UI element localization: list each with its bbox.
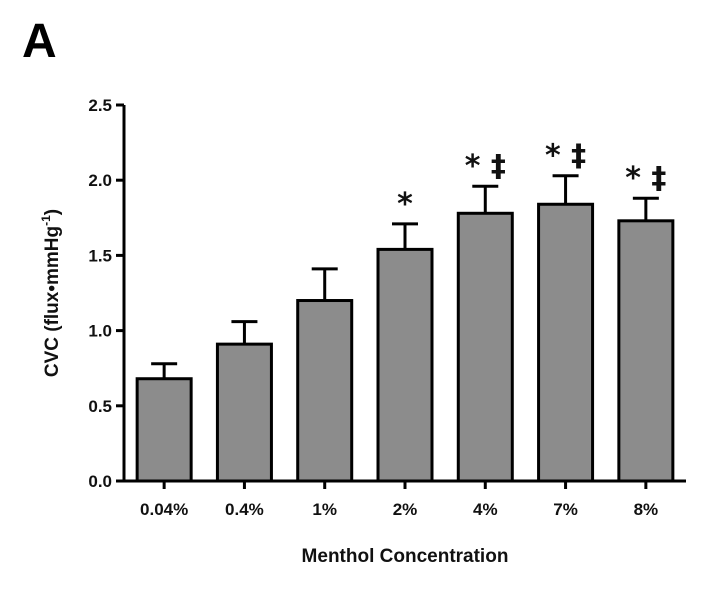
bar (456, 211, 514, 483)
y-axis-title-close: ) (42, 209, 63, 215)
significance-marker: * ‡ (465, 149, 506, 184)
y-tick-label: 0.0 (88, 472, 112, 491)
x-tick-label: 4% (473, 500, 498, 519)
y-tick-label: 0.5 (88, 397, 112, 416)
significance-marker: * ‡ (625, 161, 666, 196)
x-tick-label: 2% (393, 500, 418, 519)
x-tick-label: 8% (634, 500, 659, 519)
x-tick-label: 0.04% (140, 500, 188, 519)
bar (215, 342, 273, 483)
x-tick-label: 7% (553, 500, 578, 519)
bar (296, 299, 354, 483)
y-tick-label: 1.0 (88, 322, 112, 341)
bar (376, 247, 434, 483)
panel-label: A (22, 15, 57, 68)
bar (537, 202, 595, 483)
y-tick-label: 1.5 (88, 246, 112, 265)
y-axis-title-main: CVC (flux•mmHg (42, 226, 63, 377)
y-axis-title: CVC (flux•mmHg-1) (39, 209, 63, 377)
bar (617, 219, 675, 483)
bar (135, 377, 193, 483)
x-axis-title: Menthol Concentration (302, 546, 509, 567)
y-tick-label: 2.5 (88, 96, 112, 115)
x-tick-label: 1% (312, 500, 337, 519)
significance-marker: * ‡ (545, 139, 586, 174)
y-tick-label: 2.0 (88, 171, 112, 190)
significance-marker: * (397, 187, 413, 222)
x-tick-label: 0.4% (225, 500, 264, 519)
y-axis-title-exponent: -1 (39, 215, 53, 226)
